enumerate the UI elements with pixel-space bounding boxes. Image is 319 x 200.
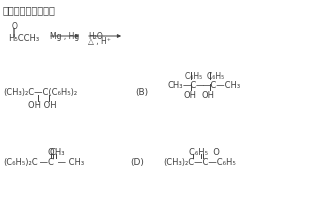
Text: OH OH: OH OH	[28, 101, 57, 110]
Text: O: O	[48, 148, 55, 157]
Text: 下反应主要产物为：: 下反应主要产物为：	[3, 5, 56, 15]
Text: — CH₃: — CH₃	[55, 158, 84, 167]
Text: (C₆H₅)₂C: (C₆H₅)₂C	[3, 158, 38, 167]
Text: —C—CH₃: —C—CH₃	[203, 81, 241, 90]
Text: H₅CCH₃: H₅CCH₃	[8, 34, 39, 43]
Text: (B): (B)	[135, 88, 148, 97]
Text: CH₃: CH₃	[168, 81, 183, 90]
Text: —: —	[37, 158, 51, 167]
Text: C: C	[48, 158, 54, 167]
Text: ‖: ‖	[12, 28, 16, 37]
Text: H₂O: H₂O	[88, 32, 103, 41]
Text: —: —	[196, 81, 204, 90]
Text: Mg , Hg: Mg , Hg	[50, 32, 79, 41]
Text: CH₃: CH₃	[50, 148, 65, 157]
Text: C₆H₅  O: C₆H₅ O	[189, 148, 220, 157]
Text: OH: OH	[183, 91, 196, 100]
Text: O: O	[12, 22, 18, 31]
Text: —C: —C	[183, 81, 197, 90]
Text: OH: OH	[202, 91, 215, 100]
Text: (CH₃)₂C—C(C₆H₅)₂: (CH₃)₂C—C(C₆H₅)₂	[3, 88, 77, 97]
Text: (D): (D)	[130, 158, 144, 167]
Text: (CH₃)₂C—C—C₆H₅: (CH₃)₂C—C—C₆H₅	[163, 158, 236, 167]
Text: △ , H⁺: △ , H⁺	[88, 37, 111, 46]
Text: C₆H₅  C₆H₅: C₆H₅ C₆H₅	[185, 72, 224, 81]
